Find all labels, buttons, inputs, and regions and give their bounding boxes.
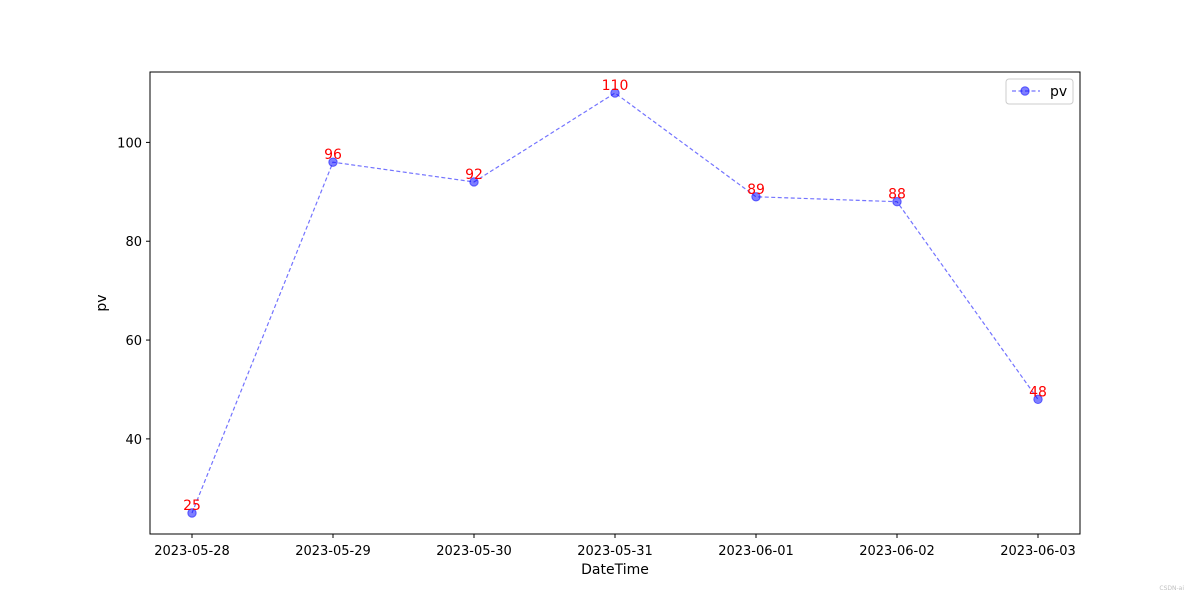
data-label: 25	[183, 498, 201, 514]
x-tick-label: 2023-05-28	[154, 544, 230, 559]
x-axis-ticks: 2023-05-28 2023-05-29 2023-05-30 2023-05-31…	[154, 534, 1076, 559]
y-axis-ticks: 40 60 80 100	[117, 136, 150, 448]
x-tick-label: 2023-06-01	[718, 544, 794, 559]
data-label: 48	[1029, 384, 1047, 400]
data-label: 88	[888, 187, 906, 203]
data-point	[328, 157, 338, 167]
data-label: 92	[465, 167, 483, 183]
data-point	[187, 508, 197, 518]
plot-area	[149, 71, 1081, 535]
data-point	[469, 177, 479, 187]
x-tick-label: 2023-05-30	[436, 544, 512, 559]
data-point	[892, 197, 902, 207]
data-label: 96	[324, 147, 342, 163]
data-point	[1033, 394, 1043, 405]
x-tick-label: 2023-06-03	[1000, 544, 1076, 559]
x-tick-label: 2023-05-31	[577, 544, 653, 559]
data-label: 110	[602, 78, 629, 94]
data-point	[751, 192, 761, 202]
watermark-text: CSDN-ai	[1159, 585, 1184, 592]
y-axis-label: pv	[94, 294, 110, 311]
y-tick-label: 40	[125, 433, 142, 448]
y-tick-label: 60	[125, 334, 142, 349]
x-tick-label: 2023-06-02	[859, 544, 935, 559]
legend: pv	[1005, 78, 1074, 105]
data-label: 89	[747, 182, 765, 198]
x-tick-label: 2023-05-29	[295, 544, 371, 559]
data-point	[610, 88, 620, 98]
data-labels: 25 96 92 110 89 88 48	[183, 78, 1047, 514]
legend-marker-sample	[1020, 86, 1030, 96]
x-axis-label: DateTime	[581, 562, 649, 578]
legend-label: pv	[1050, 84, 1067, 100]
y-tick-label: 80	[125, 235, 142, 250]
data-points	[187, 88, 1043, 518]
y-tick-label: 100	[117, 136, 142, 151]
